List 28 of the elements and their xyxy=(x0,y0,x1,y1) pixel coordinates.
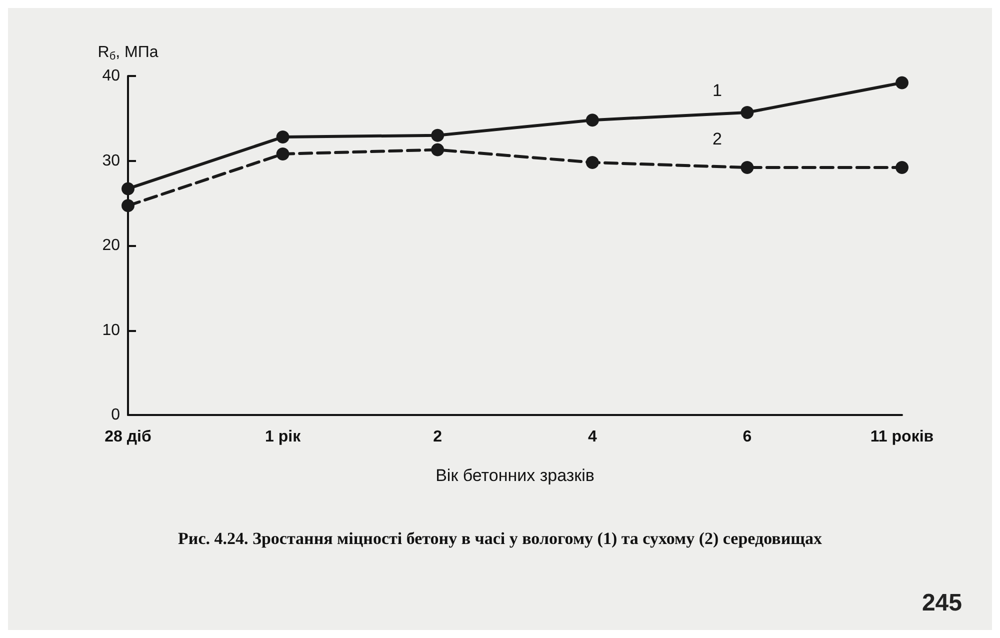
point xyxy=(896,76,908,90)
point xyxy=(740,161,754,174)
point xyxy=(431,128,444,142)
x-axis-title: Вік бетонних зразків xyxy=(436,466,594,485)
text: 245 xyxy=(922,590,962,616)
x-tick-label: 2 xyxy=(433,428,442,446)
x-tick-label: 6 xyxy=(742,428,752,446)
x-tick-label: 4 xyxy=(588,428,597,446)
point xyxy=(586,114,599,127)
y-tick-label: 10 xyxy=(102,322,120,339)
y-tick-label: 30 xyxy=(102,152,120,170)
point xyxy=(276,147,290,160)
point xyxy=(122,182,134,196)
point xyxy=(431,143,444,156)
point xyxy=(122,199,134,212)
x-tick-label: 1 рік xyxy=(265,428,302,446)
point xyxy=(740,106,754,119)
series-label: 2 xyxy=(712,129,722,148)
x-tick-label: 28 діб xyxy=(104,428,152,446)
point xyxy=(896,161,908,174)
y-tick-label: 20 xyxy=(102,237,120,254)
series-label: 1 xyxy=(712,80,722,100)
text: Рис. 4.24. Зростання міцності бетону в часі у вологому (1) та сухому (2) середовищах xyxy=(178,529,822,548)
point xyxy=(586,156,599,169)
point xyxy=(276,130,290,144)
x-tick-label: 11 років xyxy=(870,428,934,446)
y-tick-label: 0 xyxy=(111,406,120,424)
y-tick-label: 40 xyxy=(102,68,120,84)
